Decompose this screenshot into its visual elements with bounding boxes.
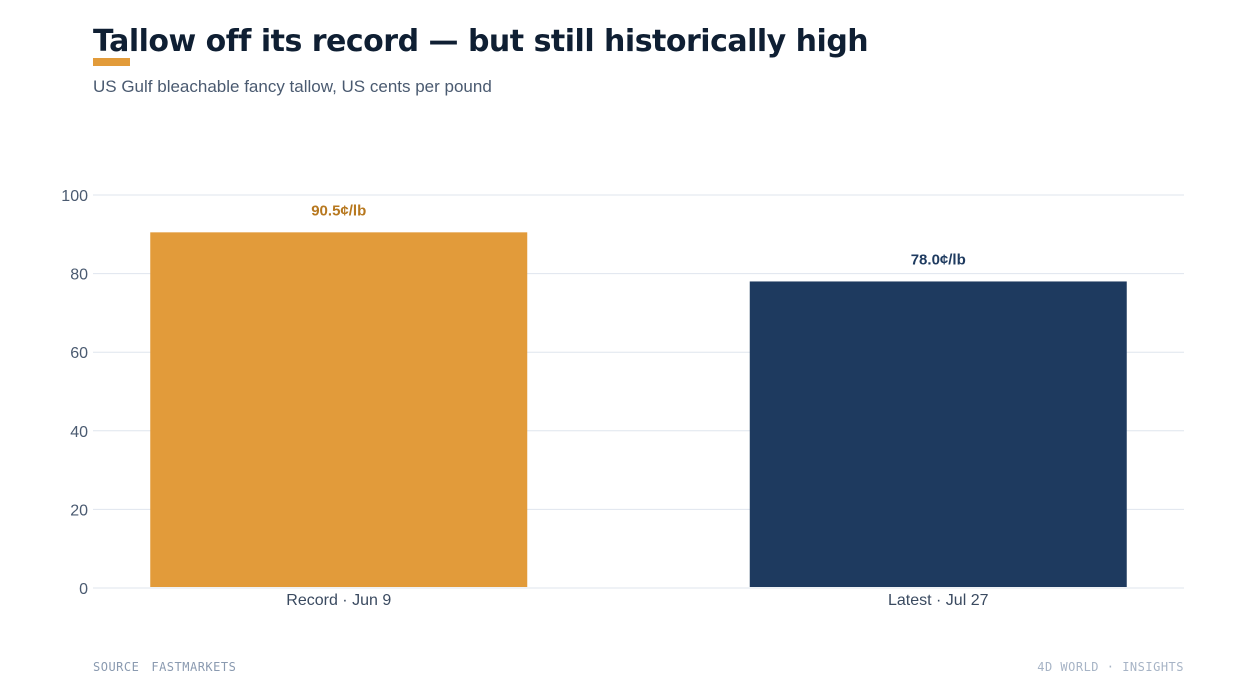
bar bbox=[150, 232, 528, 587]
source-label: SOURCE bbox=[93, 660, 140, 674]
y-tick-label: 0 bbox=[79, 581, 88, 598]
x-tick-label: Record · Jun 9 bbox=[286, 592, 391, 609]
bar bbox=[749, 281, 1127, 587]
y-tick-label: 20 bbox=[70, 502, 88, 519]
y-axis-ticks: 0 20 40 60 80 100 bbox=[61, 188, 88, 598]
y-tick-label: 80 bbox=[70, 267, 88, 284]
chart-subtitle: US Gulf bleachable fancy tallow, US cent… bbox=[93, 77, 492, 96]
x-axis-ticks: Record · Jun 9 Latest · Jul 27 bbox=[286, 592, 988, 609]
x-tick-label: Latest · Jul 27 bbox=[888, 592, 989, 609]
data-label: 78.0¢/lb bbox=[911, 251, 966, 268]
brand-credit: 4D WORLD · INSIGHTS bbox=[1037, 660, 1184, 674]
y-tick-label: 100 bbox=[61, 188, 88, 205]
data-labels: 90.5¢/lb 78.0¢/lb bbox=[311, 202, 966, 268]
source-value: FASTMARKETS bbox=[151, 660, 237, 674]
data-label: 90.5¢/lb bbox=[311, 202, 366, 219]
bars bbox=[150, 232, 1127, 587]
y-tick-label: 40 bbox=[70, 424, 88, 441]
bar-chart: 0 20 40 60 80 100 90.5¢/lb 78.0¢/lb Record · J… bbox=[61, 188, 1184, 609]
source-note: SOURCE FASTMARKETS bbox=[93, 660, 236, 674]
y-tick-label: 60 bbox=[70, 345, 88, 362]
chart-title: Tallow off its record — but still histor… bbox=[93, 24, 869, 59]
title-accent-bar bbox=[93, 58, 130, 66]
